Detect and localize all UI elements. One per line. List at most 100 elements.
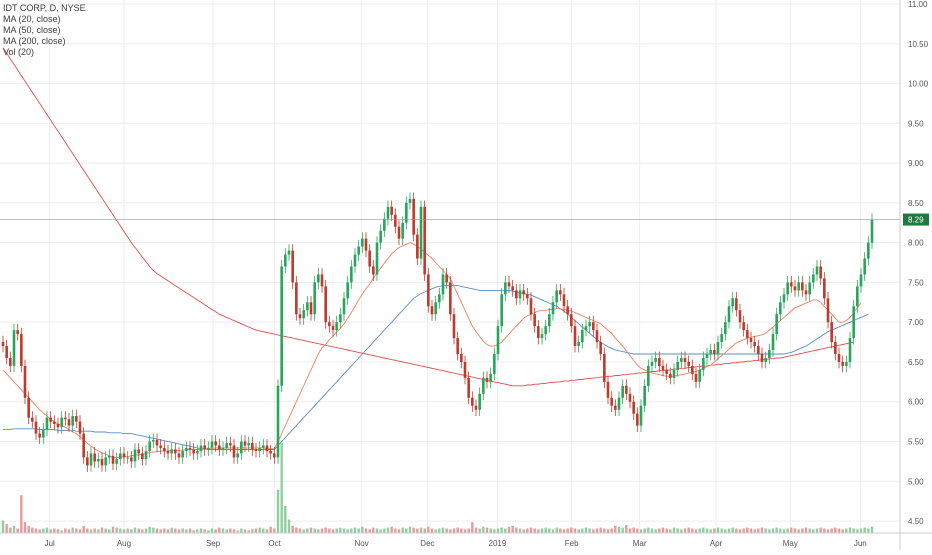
candle-body <box>243 441 247 446</box>
y-tick-label: 4.50 <box>908 517 924 526</box>
volume-bar <box>199 528 203 533</box>
volume-bar <box>313 528 316 533</box>
volume-bar <box>166 529 170 533</box>
volume-bar <box>749 528 753 533</box>
x-tick-label: Mar <box>633 539 647 548</box>
volume-bar <box>852 528 855 533</box>
candle-body <box>361 238 364 247</box>
candle-body <box>229 443 232 446</box>
volume-bar <box>650 528 654 533</box>
candle-body <box>269 451 272 454</box>
volume-bar <box>225 529 228 533</box>
candle-body <box>82 433 85 458</box>
volume-bar <box>485 527 489 533</box>
volume-bar <box>669 529 672 533</box>
y-tick-label: 6.00 <box>908 398 924 407</box>
volume-bar <box>295 527 298 533</box>
x-tick-label: May <box>783 539 798 548</box>
ma200-line <box>2 47 854 387</box>
candle-body <box>423 206 426 275</box>
candle-body <box>507 282 511 287</box>
volume-bar <box>350 528 353 533</box>
volume-bar <box>317 529 320 533</box>
volume-bar <box>324 527 327 533</box>
volume-bar <box>419 527 423 533</box>
volume-bar <box>570 527 573 533</box>
candle-body <box>357 246 360 255</box>
candle-body <box>86 457 89 466</box>
volume-bar <box>397 529 401 533</box>
volume-bar <box>548 528 551 533</box>
candle-body <box>460 354 463 362</box>
candle-body <box>834 342 837 355</box>
candle-body <box>196 451 199 454</box>
candle-body <box>837 354 841 362</box>
volume-bar <box>768 529 771 533</box>
candle-body <box>111 455 115 464</box>
volume-bar <box>588 528 591 533</box>
candle-body <box>273 453 276 458</box>
volume-bar <box>680 529 683 533</box>
volume-bar <box>236 530 239 533</box>
y-tick-label: 10.50 <box>908 40 929 49</box>
candle-body <box>177 453 181 458</box>
candle-body <box>276 385 280 458</box>
candle-body <box>632 401 635 414</box>
volume-bar <box>452 528 456 533</box>
volume-bar <box>115 527 118 533</box>
volume-bar <box>738 529 742 533</box>
candle-body <box>309 302 313 315</box>
volume-bar <box>335 528 338 533</box>
candle-body <box>181 451 184 458</box>
candle-body <box>768 350 771 358</box>
candle-body <box>482 377 485 394</box>
volume-bar <box>9 527 12 533</box>
candle-body <box>166 451 170 454</box>
candle-body <box>430 306 434 315</box>
candle-body <box>210 441 214 448</box>
volume-bar <box>247 530 250 533</box>
candle-body <box>676 361 679 370</box>
candle-body <box>155 439 159 446</box>
volume-bar <box>771 528 775 533</box>
candle-body <box>16 330 19 335</box>
candle-body <box>786 282 789 295</box>
candle-body <box>647 365 650 386</box>
y-tick-label: 7.50 <box>908 278 924 287</box>
candle-body <box>808 282 811 295</box>
candle-body <box>687 361 690 366</box>
candle-body <box>738 310 742 323</box>
y-tick-label: 6.50 <box>908 358 924 367</box>
volume-bar <box>661 527 665 533</box>
candle-body <box>452 314 456 339</box>
candle-body <box>562 294 566 307</box>
candle-body <box>716 342 720 355</box>
legend-ma50: MA (50, close) <box>3 25 61 35</box>
candle-body <box>826 298 830 323</box>
candle-body <box>456 338 459 355</box>
candle-body <box>669 373 672 378</box>
legend-symbol: IDT CORP, D, NYSE <box>3 3 86 13</box>
candle-body <box>757 346 760 355</box>
candle-body <box>434 302 437 315</box>
candle-body <box>221 447 225 450</box>
volume-bar <box>867 528 870 533</box>
candle-body <box>280 266 283 386</box>
volume-bar <box>456 527 459 533</box>
volume-bar <box>504 528 507 533</box>
y-tick-label: 11.00 <box>908 0 928 9</box>
volume-bar <box>562 529 566 533</box>
volume-bar <box>551 529 555 533</box>
y-tick-label: 9.00 <box>908 159 924 168</box>
candle-body <box>42 429 45 438</box>
volume-bar <box>636 528 639 533</box>
candle-body <box>214 441 217 446</box>
candle-body <box>551 302 555 315</box>
volume-bar <box>727 528 731 533</box>
candle-body <box>254 449 258 452</box>
volume-bar <box>757 528 760 533</box>
candle-body <box>467 377 470 398</box>
volume-bar <box>174 528 177 533</box>
